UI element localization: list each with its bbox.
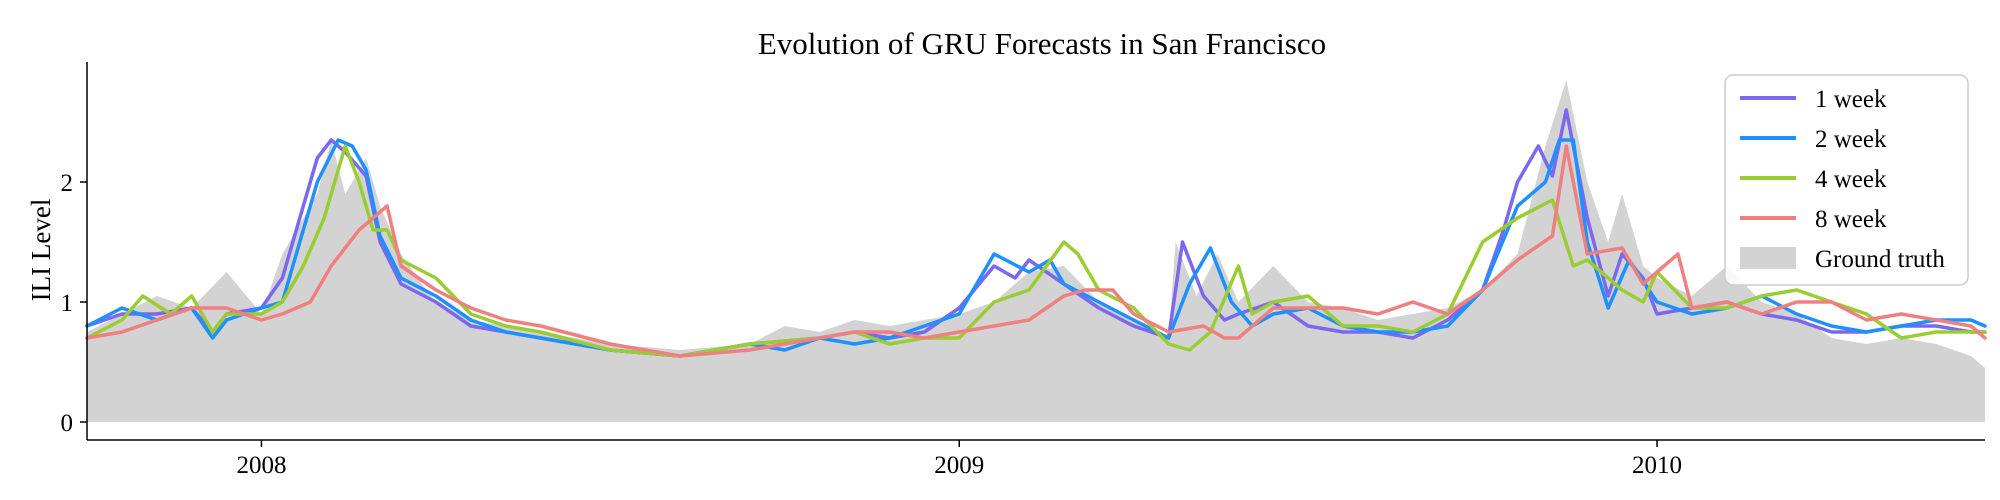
x-ticks: 2008 2009 2010 [236, 440, 1682, 479]
x-tick-label: 2008 [236, 452, 286, 479]
axes: 2008 2009 2010 0 1 2 [61, 62, 1985, 479]
legend-label: 4 week [1815, 166, 1887, 193]
chart-title: Evolution of GRU Forecasts in San Franci… [758, 26, 1326, 61]
legend-swatch-ground-truth [1740, 247, 1796, 269]
ground-truth-area [87, 80, 1985, 422]
series-layer [85, 108, 1987, 358]
plot-area [85, 80, 1987, 422]
y-tick-label: 1 [61, 290, 74, 317]
x-tick-label: 2009 [934, 452, 984, 479]
legend-box [1724, 74, 1969, 286]
y-ticks: 0 1 2 [61, 170, 87, 437]
legend-label: Ground truth [1815, 246, 1945, 273]
legend-label: 1 week [1815, 86, 1887, 113]
series-line-8-week [85, 144, 1987, 358]
legend: 1 week 2 week 4 week 8 week Ground truth [1724, 74, 1969, 286]
ground-truth-layer [87, 80, 1985, 422]
x-tick-label: 2010 [1632, 452, 1682, 479]
legend-label: 2 week [1815, 126, 1887, 153]
legend-label: 8 week [1815, 206, 1887, 233]
y-tick-label: 0 [61, 410, 74, 437]
y-axis-label: ILI Level [26, 199, 56, 302]
y-tick-label: 2 [61, 170, 74, 197]
series-line-4-week [85, 144, 1987, 358]
